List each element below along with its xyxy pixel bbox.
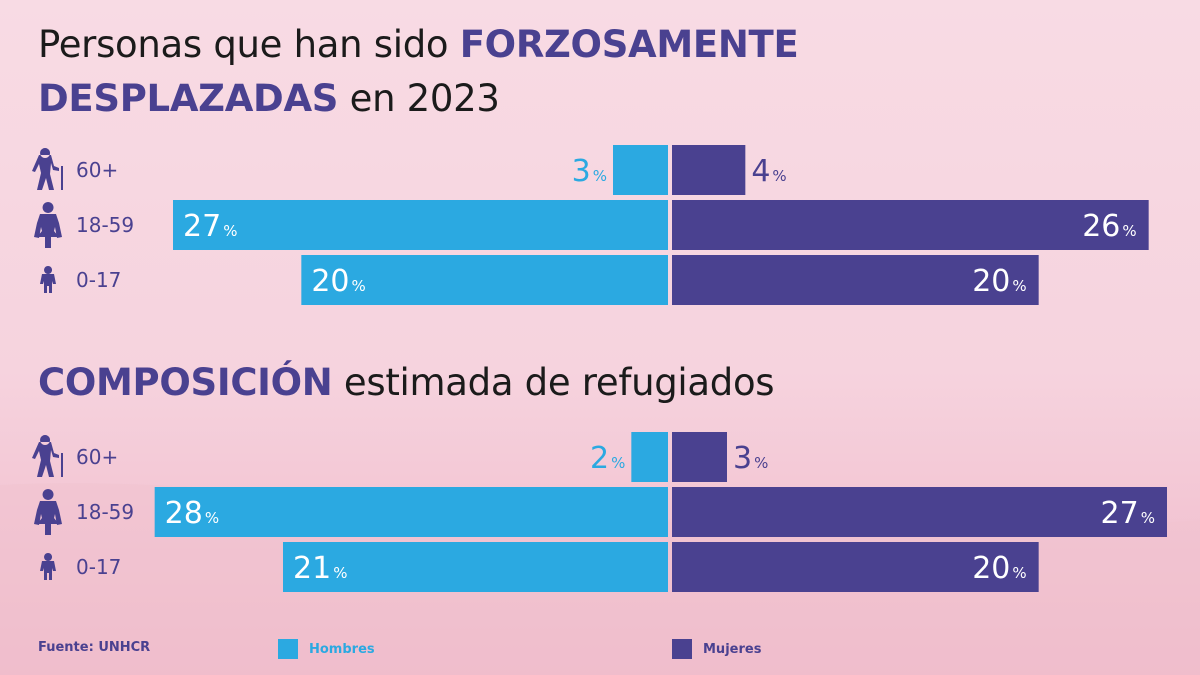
value-label-women-0: 3%: [733, 441, 768, 476]
age-label-0: 60+: [76, 158, 118, 182]
value-label-women-2: 20%: [972, 551, 1026, 586]
age-label-0: 60+: [76, 445, 118, 469]
bar-women-2: [672, 542, 1039, 592]
value-label-women-0: 4%: [751, 154, 786, 189]
value-label-women-2: 20%: [972, 264, 1026, 299]
elderly-person-icon: [32, 435, 63, 477]
bar-men-2: [301, 255, 668, 305]
age-label-1: 18-59: [76, 500, 134, 524]
value-label-men-0: 2%: [590, 441, 625, 476]
bar-women-0: [672, 432, 727, 482]
age-label-1: 18-59: [76, 213, 134, 237]
bar-men-0: [631, 432, 668, 482]
chart-refugee-composition: 60+ 2% 3 % 18-59 28% 27 % 0-17 21% 20%: [32, 432, 1167, 592]
value-label-men-1: 27%: [183, 209, 237, 244]
child-icon: [40, 266, 56, 293]
bar-men-1: [154, 487, 668, 537]
source-note: Fuente: UNHCR: [38, 640, 151, 655]
bar-men-0: [613, 145, 668, 195]
value-label-women-1: 27%: [1101, 496, 1155, 531]
bar-women-1: [672, 200, 1149, 250]
adult-woman-icon: [34, 489, 62, 535]
value-label-men-0: 3%: [572, 154, 607, 189]
age-label-2: 0-17: [76, 268, 121, 292]
chart-title-refugees: COMPOSICIÓN estimada de refugiados: [38, 361, 775, 404]
chart-title-displaced: Personas que han sido FORZOSAMENTE DESPLA…: [38, 23, 799, 120]
legend-men: Hombres: [278, 639, 375, 659]
value-label-men-1: 28%: [165, 496, 219, 531]
elderly-person-icon: [32, 148, 63, 190]
bar-women-0: [672, 145, 746, 195]
bar-women-2: [672, 255, 1039, 305]
adult-woman-icon: [34, 202, 62, 248]
legend-women-swatch: [672, 639, 692, 659]
value-label-women-1: 26%: [1082, 209, 1136, 244]
chart-displaced-persons: 60+ 3% 4 % 18-59 27% 26 % 0-17 20% 20%: [32, 145, 1149, 305]
bar-men-2: [283, 542, 668, 592]
legend-men-label: Hombres: [309, 641, 375, 657]
age-label-2: 0-17: [76, 555, 121, 579]
legend-women-label: Mujeres: [703, 641, 762, 657]
bar-men-1: [173, 200, 668, 250]
value-label-men-2: 20%: [311, 264, 365, 299]
bar-women-1: [672, 487, 1167, 537]
legend-women: Mujeres: [672, 639, 761, 659]
value-label-men-2: 21%: [293, 551, 347, 586]
legend-men-swatch: [278, 639, 298, 659]
child-icon: [40, 553, 56, 580]
